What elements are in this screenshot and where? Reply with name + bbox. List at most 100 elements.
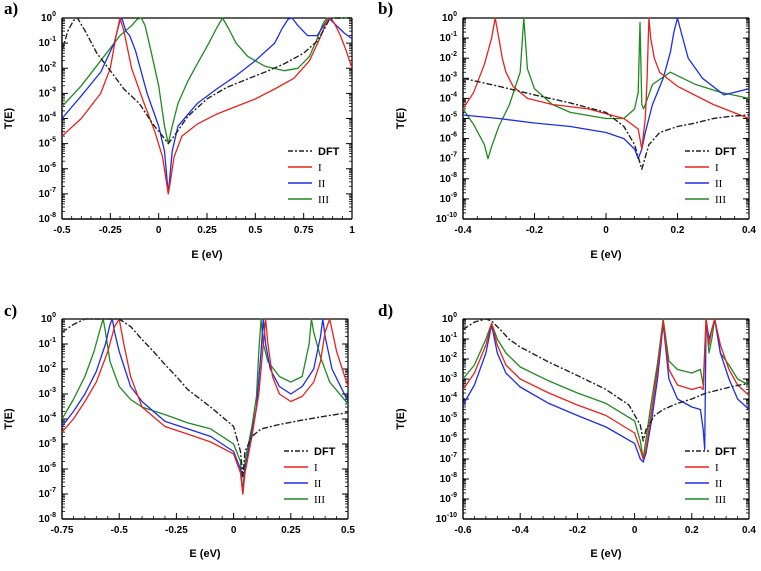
y-tick-label: 10-1 (39, 337, 56, 350)
y-axis-title: T(E) (3, 107, 15, 129)
x-tick-label: 0.4 (742, 525, 756, 536)
panel-b: 10-1010-910-810-710-610-510-410-310-210-… (378, 0, 756, 261)
series-line-II (62, 17, 352, 195)
x-tick-label: -0.4 (512, 525, 530, 536)
y-tick-label: 10-10 (436, 512, 457, 525)
y-tick-label: 10-8 (440, 172, 457, 185)
legend-label: DFT (318, 146, 340, 158)
x-tick-label: -0.75 (51, 525, 74, 536)
x-tick-label: 0 (156, 225, 162, 236)
legend-label: DFT (314, 446, 336, 458)
legend-label: I (318, 162, 322, 174)
legend-label: II (318, 178, 326, 190)
series-line-II (463, 17, 749, 160)
y-tick-label: 10-2 (440, 51, 457, 64)
y-tick-label: 10-3 (440, 71, 457, 84)
legend-label: III (314, 494, 325, 506)
legend-label: DFT (715, 446, 737, 458)
series-line-III (62, 17, 352, 145)
legend-label: I (715, 462, 719, 474)
panel-c: 10-8 10-7 10-6 10-5 10-4 10-3 10-2 10-1 100 -0.75… (3, 301, 355, 560)
panel-label: d) (378, 301, 393, 320)
y-tick-label: 10-10 (436, 212, 457, 225)
plot-area (62, 318, 348, 495)
y-tick-label: 10-7 (39, 187, 56, 200)
legend-label: III (715, 194, 726, 206)
x-tick-label: 0 (632, 525, 638, 536)
legend-label: II (314, 478, 322, 490)
x-tick-label: 0 (603, 225, 609, 236)
x-axis-title: E (eV) (191, 249, 223, 261)
y-tick-label: 10-7 (440, 452, 457, 465)
y-tick-label: 10-2 (440, 352, 457, 365)
y-tick-label: 10-2 (39, 61, 56, 74)
series-line-DFT (62, 17, 352, 145)
y-tick-label: 10-9 (440, 192, 457, 205)
y-tick-label: 10-6 (440, 132, 457, 145)
panel-a: 10-8 10-7 10-6 10-5 10-4 10-3 10-2 10-1 100 -0.5 -… (3, 0, 355, 261)
y-tick-label: 10-6 (440, 432, 457, 445)
x-axis-title: E (eV) (189, 548, 221, 560)
plot-area (463, 17, 749, 170)
y-tick-label: 10-4 (39, 412, 56, 425)
y-tick-label: 10-6 (39, 162, 56, 175)
y-tick-label: 10-1 (39, 36, 56, 49)
y-tick-label: 10-8 (39, 212, 56, 225)
y-tick-label: 10-3 (39, 86, 56, 99)
y-tick-label: 100 (442, 312, 457, 325)
panel-d: 10-1010-910-810-710-610-510-410-310-210-… (378, 301, 756, 560)
y-tick-label: 10-1 (440, 332, 457, 345)
y-tick-label: 100 (442, 11, 457, 24)
x-tick-label: 0.75 (294, 225, 314, 236)
series-line-I (62, 318, 348, 495)
series-line-DFT (463, 77, 749, 170)
y-tick-label: 10-1 (440, 31, 457, 44)
y-tick-label: 10-3 (39, 387, 56, 400)
plot-area (463, 318, 749, 463)
y-tick-label: 10-5 (440, 112, 457, 125)
panel-label: c) (4, 301, 17, 320)
y-tick-label: 10-6 (39, 462, 56, 475)
y-axis-title: T(E) (395, 408, 407, 430)
y-tick-label: 10-7 (440, 152, 457, 165)
y-tick-label: 10-4 (440, 392, 457, 405)
x-tick-label: -0.5 (111, 525, 129, 536)
series-line-DFT (463, 318, 749, 442)
x-axis-title: E (eV) (590, 249, 622, 261)
x-tick-label: 0.5 (248, 225, 262, 236)
y-tick-label: 100 (41, 11, 56, 24)
y-tick-label: 100 (41, 312, 56, 325)
plot-area (62, 17, 352, 195)
x-tick-label: 0.4 (742, 225, 756, 236)
x-tick-label: 0.2 (671, 225, 685, 236)
series-line-I (463, 318, 749, 460)
y-tick-label: 10-2 (39, 362, 56, 375)
series-line-II (463, 318, 749, 463)
x-tick-label: 0.25 (197, 225, 217, 236)
series-line-I (463, 17, 749, 150)
y-tick-label: 10-8 (39, 512, 56, 525)
x-tick-label: -0.4 (454, 225, 472, 236)
legend-label: III (318, 194, 329, 206)
y-axis-title: T(E) (395, 107, 407, 129)
y-tick-label: 10-3 (440, 372, 457, 385)
x-tick-label: -0.5 (53, 225, 71, 236)
x-tick-label: -0.6 (454, 525, 472, 536)
panel-label: a) (4, 0, 18, 18)
y-axis-title: T(E) (3, 408, 15, 430)
y-tick-label: 10-5 (39, 137, 56, 150)
y-tick-label: 10-4 (39, 112, 56, 125)
y-tick-label: 10-5 (440, 412, 457, 425)
legend-label: III (715, 494, 726, 506)
legend-label: I (715, 162, 719, 174)
x-tick-label: -0.2 (569, 525, 587, 536)
legend-label: I (314, 462, 318, 474)
series-line-III (463, 318, 749, 460)
legend-label: DFT (715, 146, 737, 158)
legend-label: II (715, 178, 723, 190)
x-tick-label: 1 (349, 225, 355, 236)
x-tick-label: -0.25 (165, 525, 188, 536)
series-line-III (463, 17, 749, 160)
x-axis-title: E (eV) (590, 548, 622, 560)
